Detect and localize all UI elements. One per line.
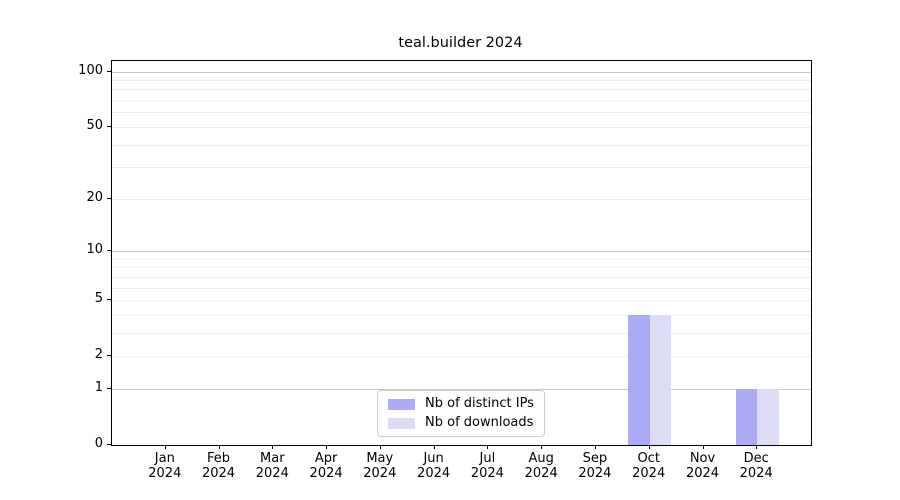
y-tick-10 <box>107 249 111 251</box>
y-tick-label-0: 0 <box>94 436 103 451</box>
x-tick-label-oct: Oct 2024 <box>632 451 666 481</box>
y-tick-2 <box>107 355 111 357</box>
minor-gridline-20 <box>112 198 811 200</box>
minor-gridline-5 <box>112 300 811 301</box>
minor-gridline-40 <box>112 144 811 146</box>
legend-label-distinct-ips: Nb of distinct IPs <box>425 396 534 411</box>
bar-dec-downloads <box>757 388 779 445</box>
x-tick-oct <box>648 445 650 449</box>
y-tick-label-5: 5 <box>94 291 103 306</box>
bar-oct-downloads <box>649 314 672 445</box>
minor-gridline-7 <box>112 276 811 278</box>
major-gridline-1 <box>112 388 811 390</box>
minor-gridline-90 <box>112 79 811 81</box>
minor-gridline-4 <box>112 314 811 316</box>
y-tick-label-2: 2 <box>94 347 103 363</box>
x-tick-label-nov: Nov 2024 <box>685 451 720 481</box>
x-tick-feb <box>218 445 220 449</box>
y-tick-label-100: 100 <box>78 62 103 78</box>
x-tick-label-sep: Sep 2024 <box>578 451 612 481</box>
x-tick-label-dec: Dec 2024 <box>739 451 773 481</box>
minor-gridline-50 <box>112 126 811 128</box>
x-tick-may <box>379 445 381 449</box>
minor-gridline-6 <box>112 287 811 289</box>
x-tick-label-jun: Jun 2024 <box>417 451 451 481</box>
x-tick-label-feb: Feb 2024 <box>201 451 236 481</box>
y-tick-label-10: 10 <box>86 241 103 257</box>
x-tick-label-jan: Jan 2024 <box>148 451 182 481</box>
y-tick-label-1: 1 <box>94 379 103 395</box>
minor-gridline-60 <box>112 112 811 114</box>
x-tick-apr <box>326 445 328 449</box>
minor-gridline-2 <box>112 356 811 358</box>
x-tick-jul <box>487 445 489 449</box>
y-tick-5 <box>107 299 111 300</box>
plot-area <box>111 60 812 446</box>
x-tick-nov <box>702 445 704 449</box>
x-tick-sep <box>594 445 596 449</box>
y-tick-100 <box>107 70 111 72</box>
minor-gridline-80 <box>112 89 811 91</box>
bar-oct-distinct-ips <box>628 314 650 445</box>
major-gridline-10 <box>112 250 811 252</box>
y-tick-1 <box>107 387 111 389</box>
major-gridline-100 <box>112 71 811 73</box>
legend: Nb of distinct IPs Nb of downloads <box>377 390 545 437</box>
x-tick-dec <box>756 445 758 449</box>
y-tick-20 <box>107 197 111 199</box>
x-tick-label-may: May 2024 <box>363 451 397 481</box>
minor-gridline-3 <box>112 332 811 334</box>
y-tick-0 <box>107 444 111 445</box>
legend-swatch-distinct-ips <box>388 398 415 410</box>
x-tick-jun <box>433 445 435 449</box>
x-tick-label-apr: Apr 2024 <box>309 451 343 481</box>
x-tick-mar <box>272 445 274 449</box>
x-tick-label-mar: Mar 2024 <box>255 451 289 481</box>
x-tick-label-jul: Jul 2024 <box>470 451 504 481</box>
minor-gridline-8 <box>112 267 811 269</box>
minor-gridline-9 <box>112 258 811 260</box>
x-tick-label-aug: Aug 2024 <box>524 451 558 481</box>
y-tick-50 <box>107 125 111 127</box>
legend-entry-distinct-ips: Nb of distinct IPs <box>388 396 534 412</box>
minor-gridline-30 <box>112 167 811 169</box>
bar-dec-distinct-ips <box>735 388 758 445</box>
legend-entry-downloads: Nb of downloads <box>388 415 534 431</box>
y-tick-label-20: 20 <box>86 189 103 205</box>
chart-title: teal.builder 2024 <box>398 35 523 51</box>
legend-swatch-downloads <box>388 417 415 429</box>
legend-label-downloads: Nb of downloads <box>425 415 534 430</box>
x-tick-aug <box>541 445 543 449</box>
x-tick-jan <box>164 445 166 449</box>
y-tick-label-50: 50 <box>86 117 103 133</box>
minor-gridline-70 <box>112 100 811 101</box>
